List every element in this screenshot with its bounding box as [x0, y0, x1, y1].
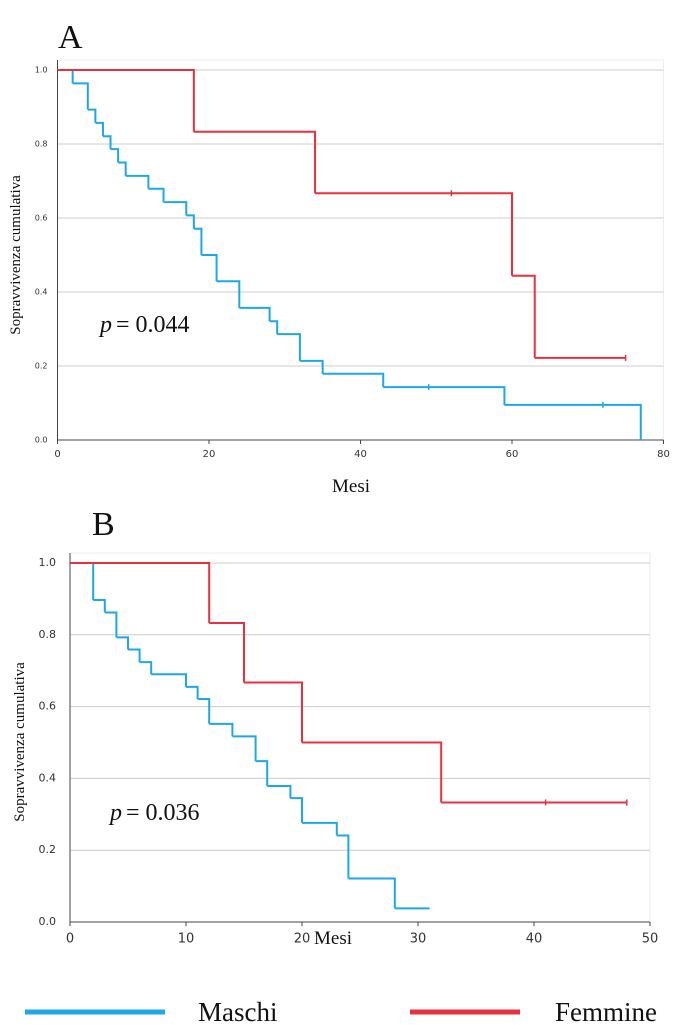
survival-step	[244, 681, 303, 743]
survival-step	[57, 69, 195, 132]
x-axis-label: Mesi	[332, 476, 370, 497]
survival-step	[70, 562, 211, 623]
panel-label: A	[58, 19, 83, 56]
survival-step	[209, 722, 234, 737]
survival-step	[216, 280, 241, 308]
survival-step	[290, 797, 303, 823]
x-tick-label: 40	[354, 449, 367, 460]
survival-step	[348, 877, 396, 909]
y-tick-label: 0.0	[39, 915, 57, 928]
survival-step	[118, 161, 127, 176]
p-number: = 0.036	[126, 800, 200, 826]
p-value: p = 0.036	[108, 800, 200, 826]
x-tick-label: 0	[66, 932, 74, 947]
survival-step	[193, 130, 317, 194]
x-tick-label: 10	[178, 932, 195, 947]
y-tick-label: 0.8	[39, 628, 57, 641]
survival-step	[70, 562, 95, 600]
survival-step	[504, 403, 642, 440]
p-number: = 0.044	[116, 312, 190, 338]
survival-step	[209, 621, 245, 683]
y-tick-label: 0.2	[35, 362, 48, 371]
survival-step	[104, 611, 118, 638]
survival-step	[139, 661, 153, 675]
y-tick-label: 1.0	[35, 66, 48, 75]
survival-step	[277, 333, 301, 361]
survival-step	[116, 636, 129, 650]
survival-step	[255, 760, 269, 786]
survival-step	[93, 598, 106, 613]
survival-step	[110, 148, 120, 163]
x-tick-label: 50	[642, 932, 659, 947]
survival-step	[315, 192, 513, 276]
survival-step	[148, 187, 165, 203]
survival-step	[336, 834, 350, 879]
survival-step	[72, 82, 89, 110]
x-axis-label: Mesi	[314, 928, 352, 949]
survival-step	[232, 735, 257, 762]
y-tick-label: 0.8	[35, 140, 48, 149]
y-tick-label: 0.4	[39, 771, 57, 784]
survival-step	[302, 741, 443, 803]
survival-step	[322, 372, 385, 388]
x-tick-label: 40	[526, 932, 543, 947]
x-tick-label: 20	[294, 932, 311, 947]
survival-step	[299, 359, 324, 374]
survival-step	[163, 201, 188, 216]
x-tick-label: 20	[203, 449, 216, 460]
x-tick-label: 30	[410, 932, 427, 947]
survival-step	[201, 254, 218, 282]
y-tick-label: 1.0	[39, 556, 57, 569]
survival-step	[186, 685, 199, 700]
x-tick-label: 0	[54, 449, 60, 460]
y-tick-label: 0.6	[39, 700, 57, 713]
legend-label: Femmine	[555, 997, 657, 1025]
survival-step	[125, 174, 150, 189]
survival-step	[95, 121, 104, 137]
survival-step	[87, 108, 97, 123]
survival-step	[128, 648, 141, 663]
panel-label: B	[92, 506, 115, 543]
x-tick-label: 60	[506, 449, 519, 460]
survival-step	[269, 320, 279, 335]
p-symbol: p	[108, 800, 122, 826]
y-tick-label: 0.2	[39, 843, 57, 856]
x-tick-label: 80	[657, 449, 670, 460]
survival-step	[102, 135, 112, 150]
p-value: p = 0.044	[98, 312, 190, 338]
y-tick-label: 0.0	[35, 436, 48, 445]
survival-step	[302, 821, 338, 836]
y-tick-label: 0.4	[35, 288, 48, 297]
survival-step	[57, 69, 74, 84]
survival-step	[197, 698, 211, 724]
y-tick-label: 0.6	[35, 214, 48, 223]
legend-label: Maschi	[198, 997, 277, 1025]
survival-step	[193, 227, 203, 255]
y-axis-label: Sopravvivenza cumulativa	[8, 175, 24, 335]
survival-step	[383, 386, 506, 405]
survival-step	[186, 214, 195, 229]
survival-step	[512, 274, 536, 358]
y-axis-label: Sopravvivenza cumulativa	[12, 662, 28, 822]
p-symbol: p	[98, 312, 112, 338]
survival-step	[267, 784, 292, 799]
survival-step	[151, 673, 187, 687]
survival-step	[239, 306, 271, 322]
